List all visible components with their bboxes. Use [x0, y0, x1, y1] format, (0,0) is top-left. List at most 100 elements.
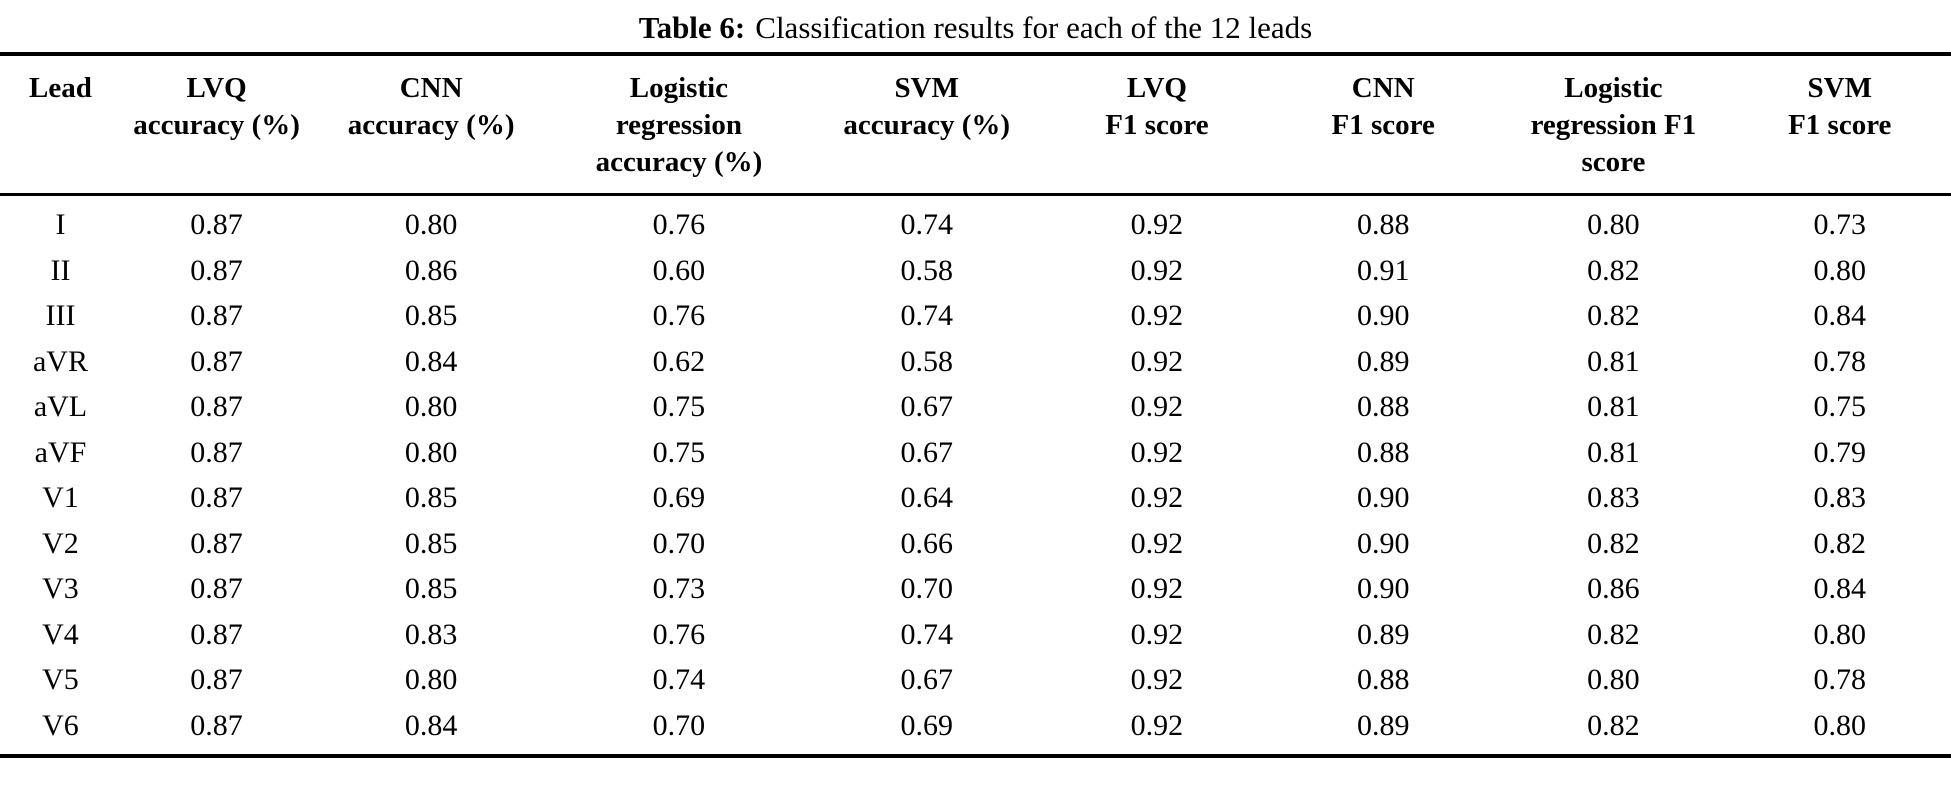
column-header-line: score	[1581, 146, 1646, 178]
value-cell: 0.87	[190, 344, 243, 378]
table-row-v3: V3 0.87 0.85 0.73 0.70 0.92 0.90 0.86 0.84	[0, 566, 1951, 612]
column-header-line: regression F1	[1530, 109, 1697, 141]
column-header-line: accuracy (%)	[133, 109, 300, 141]
value-cell: 0.80	[1813, 253, 1867, 287]
value-cell: 0.92	[1130, 572, 1184, 605]
table-caption-text: Classification results for each of the 1…	[755, 10, 1313, 45]
value-cell: 0.87	[190, 390, 243, 423]
row-label-lead: V3	[42, 572, 79, 605]
value-cell: 0.87	[190, 572, 243, 605]
value-cell: 0.87	[190, 208, 243, 241]
value-cell: 0.75	[1813, 390, 1867, 423]
table-row-avr: aVR 0.87 0.84 0.62 0.58 0.92 0.89 0.81 0.78	[0, 339, 1951, 385]
value-cell: 0.92	[1130, 435, 1184, 469]
value-cell: 0.82	[1813, 526, 1867, 560]
value-cell: 0.87	[190, 617, 243, 651]
column-header-line: LVQ	[1126, 72, 1187, 104]
column-header-line: Logistic	[629, 72, 729, 104]
row-label-lead: aVF	[34, 435, 87, 469]
value-cell: 0.74	[900, 208, 953, 241]
value-cell: 0.88	[1356, 390, 1410, 423]
value-cell: 0.70	[652, 526, 706, 560]
value-cell: 0.69	[652, 481, 706, 514]
value-cell: 0.81	[1587, 435, 1640, 469]
value-cell: 0.80	[404, 435, 458, 469]
value-cell: 0.70	[652, 708, 706, 742]
value-cell: 0.88	[1356, 208, 1410, 241]
value-cell: 0.76	[652, 617, 706, 651]
row-label-lead: III	[45, 299, 76, 332]
table-row-ii: II 0.87 0.86 0.60 0.58 0.92 0.91 0.82 0.80	[0, 248, 1951, 294]
value-cell: 0.67	[900, 390, 953, 423]
value-cell: 0.85	[404, 481, 458, 514]
value-cell: 0.89	[1356, 344, 1410, 378]
value-cell: 0.90	[1356, 526, 1410, 560]
table-caption: Table 6: Classification results for each …	[0, 0, 1951, 48]
value-cell: 0.89	[1356, 617, 1410, 651]
table-row-v2: V2 0.87 0.85 0.70 0.66 0.92 0.90 0.82 0.82	[0, 521, 1951, 567]
value-cell: 0.78	[1813, 344, 1867, 378]
value-cell: 0.80	[404, 208, 458, 241]
value-cell: 0.74	[900, 299, 953, 332]
value-cell: 0.92	[1130, 481, 1184, 514]
value-cell: 0.80	[1587, 208, 1640, 241]
value-cell: 0.66	[900, 526, 953, 560]
value-cell: 0.80	[1813, 617, 1867, 651]
value-cell: 0.80	[1813, 708, 1867, 742]
value-cell: 0.58	[900, 344, 953, 378]
column-header-lvq-accuracy: LVQ accuracy (%)	[121, 54, 312, 195]
value-cell: 0.85	[404, 572, 458, 605]
column-header-line: Logistic	[1564, 72, 1663, 104]
value-cell: 0.87	[190, 663, 243, 696]
row-label-lead: aVR	[32, 344, 88, 378]
column-header-line: SVM	[894, 72, 959, 104]
column-header-logistic-regression-f1-score: Logistic regression F1 score	[1498, 54, 1728, 195]
value-cell: 0.58	[900, 253, 953, 287]
value-cell: 0.64	[900, 481, 953, 514]
column-header-lvq-f1-score: LVQ F1 score	[1046, 54, 1268, 195]
value-cell: 0.76	[652, 208, 706, 241]
column-header-cnn-f1-score: CNN F1 score	[1268, 54, 1498, 195]
value-cell: 0.82	[1587, 253, 1640, 287]
value-cell: 0.78	[1813, 663, 1867, 696]
row-label-lead: V4	[42, 617, 79, 651]
value-cell: 0.60	[652, 253, 706, 287]
value-cell: 0.69	[900, 708, 953, 742]
value-cell: 0.89	[1356, 708, 1410, 742]
table-header-row: Lead LVQ accuracy (%) CNN accuracy (%) Logist…	[0, 54, 1951, 195]
value-cell: 0.85	[404, 299, 458, 332]
value-cell: 0.92	[1130, 390, 1184, 423]
value-cell: 0.87	[190, 481, 243, 514]
value-cell: 0.92	[1130, 344, 1184, 378]
value-cell: 0.75	[652, 390, 706, 423]
row-label-lead: V1	[42, 481, 79, 514]
value-cell: 0.87	[190, 253, 243, 287]
table-row-avf: aVF 0.87 0.80 0.75 0.67 0.92 0.88 0.81 0.79	[0, 430, 1951, 476]
value-cell: 0.83	[1587, 481, 1640, 514]
value-cell: 0.92	[1130, 208, 1184, 241]
value-cell: 0.91	[1356, 253, 1410, 287]
value-cell: 0.79	[1813, 435, 1867, 469]
column-header-line: regression	[615, 109, 743, 141]
value-cell: 0.90	[1356, 481, 1410, 514]
column-header-line: CNN	[399, 72, 463, 104]
column-header-lead: Lead	[0, 54, 121, 195]
value-cell: 0.74	[900, 617, 953, 651]
column-header-line: F1 score	[1105, 109, 1209, 141]
value-cell: 0.67	[900, 663, 953, 696]
value-cell: 0.87	[190, 708, 243, 742]
column-header-cnn-accuracy: CNN accuracy (%)	[312, 54, 550, 195]
value-cell: 0.92	[1130, 253, 1184, 287]
value-cell: 0.88	[1356, 435, 1410, 469]
row-label-lead: II	[50, 253, 71, 287]
table-row-v6: V6 0.87 0.84 0.70 0.69 0.92 0.89 0.82 0.80	[0, 703, 1951, 757]
value-cell: 0.85	[404, 526, 458, 560]
value-cell: 0.84	[404, 708, 458, 742]
value-cell: 0.70	[900, 572, 953, 605]
table-row-v5: V5 0.87 0.80 0.74 0.67 0.92 0.88 0.80 0.78	[0, 657, 1951, 703]
column-header-line: accuracy (%)	[843, 109, 1011, 141]
value-cell: 0.84	[404, 344, 458, 378]
row-label-lead: I	[55, 208, 66, 241]
column-header-logistic-regression-accuracy: Logistic regression accuracy (%)	[550, 54, 808, 195]
